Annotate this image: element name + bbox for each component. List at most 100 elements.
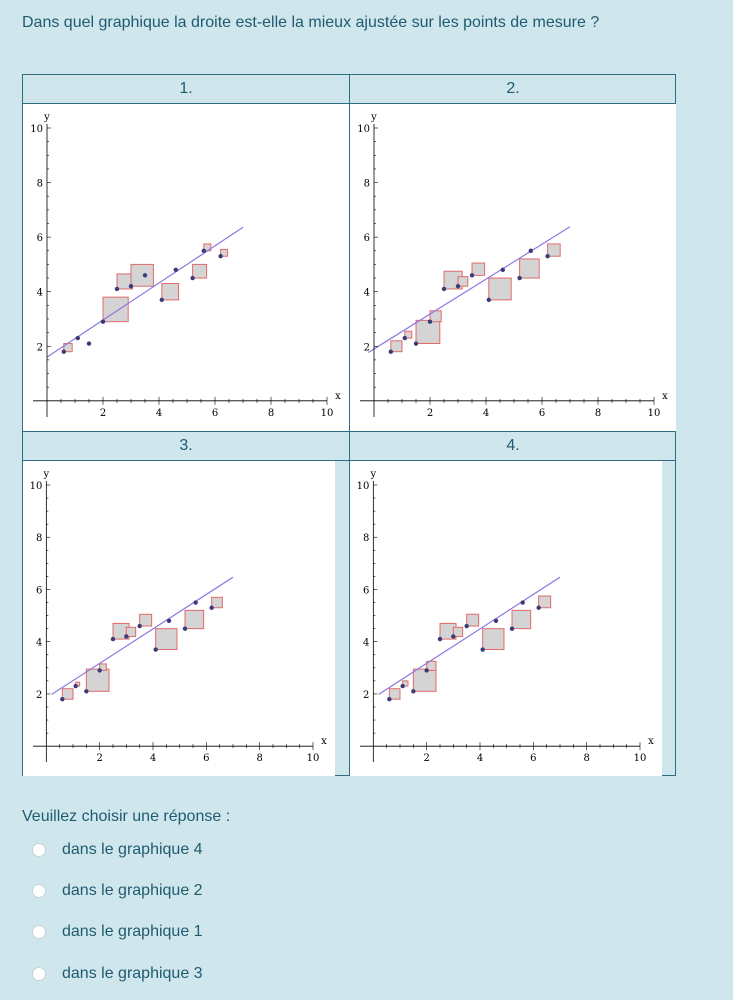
data-point bbox=[400, 683, 405, 689]
residual-square bbox=[415, 319, 441, 345]
fit-line bbox=[51, 576, 234, 695]
data-point bbox=[500, 267, 505, 273]
answer-option-label: dans le graphique 3 bbox=[62, 965, 203, 982]
x-tick-label: 2 bbox=[100, 408, 106, 419]
chart-3-plot: 2 4 6 8 10 2 4 6 8 10 x y bbox=[23, 461, 335, 776]
answer-option-label: dans le graphique 2 bbox=[62, 882, 203, 899]
residual-square bbox=[125, 626, 137, 637]
data-point bbox=[201, 248, 206, 253]
data-point bbox=[480, 647, 485, 652]
y-tick-label: 4 bbox=[37, 288, 43, 299]
data-point bbox=[464, 623, 469, 629]
answer-prompt: Veuillez choisir une réponse : bbox=[22, 808, 231, 825]
answer-option-2[interactable]: dans le graphique 2 bbox=[32, 880, 203, 902]
data-point bbox=[455, 284, 461, 289]
x-tick-label: 2 bbox=[423, 753, 429, 764]
y-tick-label: 10 bbox=[30, 124, 43, 135]
grid-divider-horizontal bbox=[23, 431, 675, 432]
residual-square bbox=[482, 628, 505, 651]
y-axis-label: y bbox=[43, 469, 50, 480]
x-tick-label: 6 bbox=[539, 408, 545, 419]
answer-option-label: dans le graphique 1 bbox=[62, 923, 203, 940]
radio-button[interactable] bbox=[32, 925, 46, 939]
y-tick-label: 10 bbox=[357, 124, 370, 135]
residual-square bbox=[547, 243, 561, 257]
chart-cell-3: 3. 2 4 6 8 10 2 4 6 8 10 x y bbox=[23, 432, 349, 776]
data-point bbox=[153, 647, 158, 652]
x-tick-label: 4 bbox=[150, 753, 156, 764]
data-point bbox=[128, 284, 134, 289]
data-point bbox=[190, 275, 195, 281]
answer-option-3[interactable]: dans le graphique 1 bbox=[32, 921, 203, 943]
y-tick-label: 4 bbox=[364, 288, 370, 299]
y-tick-label: 10 bbox=[357, 481, 370, 492]
y-tick-label: 10 bbox=[30, 481, 43, 492]
data-point bbox=[437, 636, 443, 642]
residual-square bbox=[404, 330, 413, 339]
radio-button[interactable] bbox=[32, 967, 46, 981]
data-point bbox=[86, 341, 92, 346]
residual-square bbox=[192, 263, 208, 279]
residual-square bbox=[388, 688, 401, 700]
x-tick-label: 8 bbox=[583, 753, 589, 764]
chart-1-plot: 2 4 6 8 10 2 4 6 8 10 x y bbox=[23, 104, 349, 431]
y-tick-label: 2 bbox=[37, 342, 43, 353]
fit-line bbox=[46, 226, 244, 358]
residual-square bbox=[452, 626, 464, 637]
x-tick-label: 2 bbox=[427, 408, 433, 419]
x-tick-label: 10 bbox=[307, 753, 320, 764]
chart-cell-2: 2. 2 4 6 8 10 2 4 6 8 10 x y bbox=[350, 75, 676, 431]
y-tick-label: 4 bbox=[36, 638, 42, 649]
fit-line bbox=[378, 576, 561, 695]
data-point bbox=[424, 668, 429, 673]
x-tick-label: 10 bbox=[634, 753, 647, 764]
y-tick-label: 8 bbox=[36, 533, 42, 544]
data-point bbox=[159, 297, 164, 303]
residual-square bbox=[161, 283, 180, 301]
residual-square bbox=[220, 248, 229, 257]
data-point bbox=[61, 349, 66, 354]
data-point bbox=[124, 634, 129, 639]
grid-divider-vertical bbox=[349, 75, 350, 775]
x-tick-label: 4 bbox=[483, 408, 489, 419]
chart-1-title: 1. bbox=[23, 75, 349, 104]
data-point bbox=[520, 600, 525, 605]
data-point bbox=[413, 341, 419, 346]
radio-button[interactable] bbox=[32, 884, 46, 898]
chart-2-plot: 2 4 6 8 10 2 4 6 8 10 x y bbox=[350, 104, 676, 431]
residual-square bbox=[412, 668, 437, 692]
residual-square bbox=[155, 628, 178, 651]
data-point bbox=[173, 267, 178, 273]
answer-option-4[interactable]: dans le graphique 3 bbox=[32, 963, 203, 985]
x-tick-label: 10 bbox=[648, 408, 661, 419]
data-point bbox=[84, 689, 89, 694]
residual-square bbox=[457, 276, 469, 287]
data-point bbox=[97, 668, 102, 673]
residual-square bbox=[390, 340, 403, 353]
data-point bbox=[137, 623, 142, 629]
y-tick-label: 2 bbox=[36, 690, 42, 701]
data-point bbox=[545, 254, 550, 259]
radio-button[interactable] bbox=[32, 843, 46, 857]
y-tick-label: 2 bbox=[363, 690, 369, 701]
answer-option-1[interactable]: dans le graphique 4 bbox=[32, 839, 203, 861]
residual-square bbox=[488, 277, 512, 301]
y-axis-label: y bbox=[370, 112, 377, 123]
residual-square bbox=[184, 609, 205, 630]
chart-3-title: 3. bbox=[23, 432, 349, 461]
y-axis-label: y bbox=[43, 112, 50, 123]
data-point bbox=[75, 335, 80, 341]
y-tick-label: 6 bbox=[36, 585, 42, 596]
y-tick-label: 8 bbox=[363, 533, 369, 544]
data-point bbox=[387, 696, 392, 702]
chart-cell-4: 4. 2 4 6 8 10 2 4 6 8 10 x y bbox=[350, 432, 676, 776]
data-point bbox=[469, 273, 475, 278]
data-point bbox=[114, 286, 120, 292]
x-tick-label: 2 bbox=[96, 753, 102, 764]
residual-square bbox=[426, 660, 437, 671]
x-axis-label: x bbox=[648, 736, 654, 747]
residual-square bbox=[99, 663, 107, 671]
